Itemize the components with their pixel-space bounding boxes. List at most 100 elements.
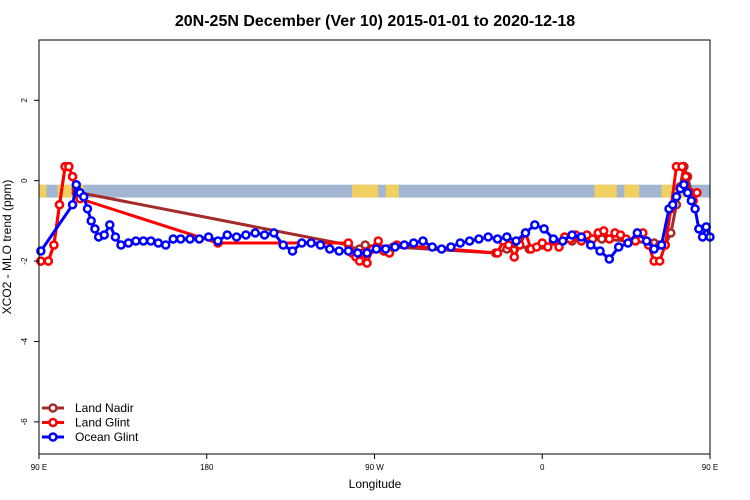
x-tick-label: 90 E (702, 463, 718, 472)
data-point (511, 236, 521, 246)
data-point (595, 246, 605, 256)
data-point (548, 234, 559, 244)
x-axis: 90 E 180 90 W 0 90 E (31, 454, 718, 472)
data-point (649, 244, 659, 254)
data-point (567, 230, 577, 240)
x-tick-label: 90 W (365, 463, 384, 472)
map-band-land (594, 184, 617, 198)
data-point (306, 238, 316, 248)
y-tick-label: 0 (20, 178, 29, 183)
data-point (99, 230, 109, 240)
plot-area (36, 160, 715, 268)
data-point (682, 187, 693, 198)
data-point (71, 179, 82, 190)
data-point (492, 234, 503, 244)
legend-marker (48, 432, 58, 442)
data-point (354, 256, 365, 266)
data-point (692, 187, 702, 198)
data-point (585, 240, 596, 250)
data-point (287, 246, 298, 256)
data-point (390, 242, 400, 252)
legend-marker (48, 417, 58, 428)
data-point (241, 230, 251, 240)
data-point (343, 238, 354, 248)
data-point (146, 236, 156, 246)
data-point (110, 232, 121, 242)
data-point (78, 192, 89, 202)
y-axis-label: XCO2 - MLO trend (ppm) (0, 180, 14, 315)
data-point (67, 200, 78, 210)
data-point (123, 238, 134, 248)
data-point (604, 254, 615, 264)
data-point (43, 256, 54, 266)
data-point (446, 242, 456, 252)
data-point (671, 192, 682, 202)
data-point (418, 236, 428, 246)
data-point (436, 244, 447, 254)
data-point (632, 228, 643, 238)
data-point (362, 258, 372, 268)
data-point (686, 196, 697, 206)
data-point (90, 224, 100, 234)
data-point (116, 240, 126, 250)
chart-title: 20N-25N December (Ver 10) 2015-01-01 to … (175, 13, 575, 30)
y-axis: 2 0 -2 -4 -6 (20, 98, 39, 426)
legend-label: Land Glint (75, 416, 130, 430)
data-point (677, 161, 687, 172)
x-axis-label: Longitude (349, 477, 402, 491)
data-point (168, 234, 178, 244)
x-tick-label: 0 (540, 463, 545, 472)
data-point (694, 224, 704, 234)
data-point (231, 232, 242, 242)
data-point (67, 171, 78, 182)
data-point (194, 234, 205, 244)
data-point (576, 232, 587, 242)
data-point (530, 220, 540, 230)
data-point (371, 244, 382, 254)
data-point (131, 236, 141, 246)
x-tick-label: 90 E (31, 463, 47, 472)
data-point (153, 238, 164, 248)
data-point (474, 234, 484, 244)
data-point (613, 242, 624, 252)
data-point (701, 222, 712, 232)
data-point (360, 240, 370, 250)
data-point (49, 240, 59, 250)
data-point (599, 226, 609, 236)
data-point (362, 248, 372, 258)
data-point (343, 246, 354, 256)
data-point (380, 244, 391, 254)
data-point (203, 232, 214, 242)
data-point (399, 240, 410, 250)
y-tick-label: -6 (20, 418, 29, 426)
data-point (175, 234, 186, 244)
data-point (623, 238, 633, 248)
data-point (654, 256, 665, 266)
data-point (502, 232, 512, 242)
data-point (539, 224, 549, 234)
data-point (373, 236, 383, 246)
data-point (278, 240, 288, 250)
data-point (105, 220, 115, 230)
legend-item: Land Glint (42, 416, 130, 430)
data-point (455, 238, 465, 248)
legend-label: Land Nadir (75, 401, 134, 415)
data-point (427, 242, 438, 252)
map-band-land (385, 184, 399, 198)
legend-item: Land Nadir (42, 401, 134, 415)
legend-item: Ocean Glint (42, 430, 139, 444)
data-point (138, 236, 149, 246)
data-point (667, 200, 678, 210)
data-point (297, 238, 307, 248)
y-tick-label: -2 (20, 257, 29, 265)
y-tick-label: -4 (20, 337, 29, 345)
data-point (697, 232, 708, 242)
data-point (269, 228, 279, 238)
data-point (492, 248, 503, 258)
data-point (679, 179, 689, 190)
data-point (325, 244, 335, 254)
data-point (86, 216, 96, 226)
data-point (656, 240, 667, 250)
